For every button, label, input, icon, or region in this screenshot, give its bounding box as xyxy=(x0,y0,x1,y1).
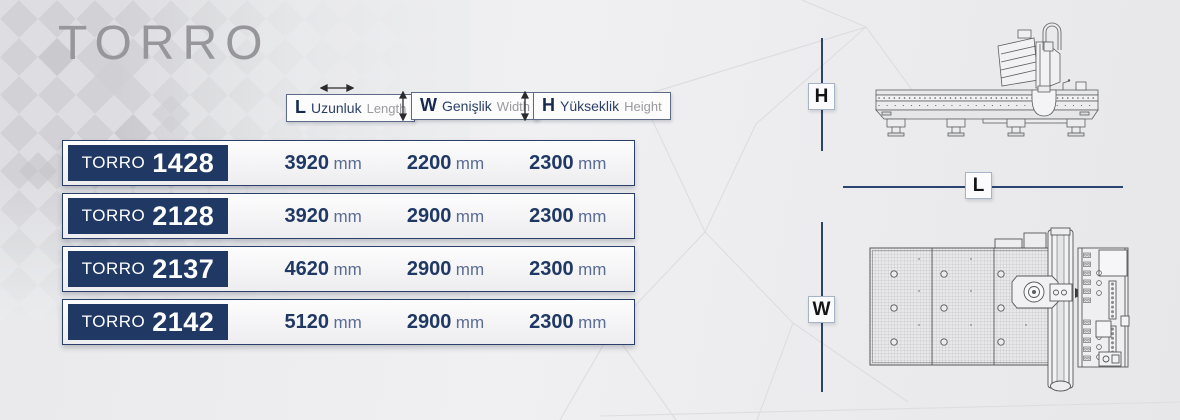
spec-table: TORRO 1428 3920 mm 2200 mm 2300 mm TORRO… xyxy=(62,140,635,345)
horizontal-resize-arrow-icon xyxy=(320,83,354,93)
width-dimension-label: W xyxy=(808,296,835,323)
legend-length: L Uzunluk Length xyxy=(286,94,416,122)
legend-width-tr: Genişlik xyxy=(442,98,492,114)
machine-top-view-drawing xyxy=(869,227,1130,392)
legend-height-tr: Yükseklik xyxy=(560,98,620,114)
width-value: 2900 mm xyxy=(406,310,485,333)
legend-width-letter: W xyxy=(420,95,437,115)
model-number: 2128 xyxy=(152,200,215,231)
legend-height: H Yükseklik Height xyxy=(533,92,671,120)
model-badge: TORRO 2128 xyxy=(68,198,228,234)
length-value: 4620 mm xyxy=(284,257,362,280)
model-brand: TORRO xyxy=(81,259,146,278)
model-number: 2137 xyxy=(152,253,215,284)
legend-length-en: Length xyxy=(366,101,407,116)
legend-width-en: Width xyxy=(496,99,531,114)
legend-length-tr: Uzunluk xyxy=(311,100,362,116)
machine-side-view-drawing xyxy=(875,22,1099,137)
height-value: 2300 mm xyxy=(529,310,607,333)
legend-width: W Genişlik Width xyxy=(411,92,540,120)
brand-logo: TORRO xyxy=(58,17,271,70)
legend-height-letter: H xyxy=(542,95,555,115)
table-row: TORRO 2128 3920 mm 2900 mm 2300 mm xyxy=(62,193,635,239)
height-dimension-label: H xyxy=(808,83,835,110)
height-value: 2300 mm xyxy=(529,204,607,227)
table-row: TORRO 1428 3920 mm 2200 mm 2300 mm xyxy=(62,140,635,186)
length-value: 3920 mm xyxy=(284,151,362,174)
width-value: 2200 mm xyxy=(406,151,485,174)
height-value: 2300 mm xyxy=(529,151,607,174)
length-value: 3920 mm xyxy=(284,204,362,227)
legend-length-letter: L xyxy=(295,97,306,117)
width-value: 2900 mm xyxy=(406,257,485,280)
length-value: 5120 mm xyxy=(284,310,362,333)
legend-height-en: Height xyxy=(624,99,662,114)
vertical-resize-arrow-icon xyxy=(520,91,530,121)
model-badge: TORRO 2142 xyxy=(68,304,228,340)
model-brand: TORRO xyxy=(81,206,146,225)
model-number: 1428 xyxy=(152,147,215,178)
model-brand: TORRO xyxy=(81,153,146,172)
length-dimension-label: L xyxy=(965,172,992,199)
model-badge: TORRO 2137 xyxy=(68,251,228,287)
model-number: 2142 xyxy=(152,306,215,337)
height-value: 2300 mm xyxy=(529,257,607,280)
width-value: 2900 mm xyxy=(406,204,485,227)
table-row: TORRO 2142 5120 mm 2900 mm 2300 mm xyxy=(62,299,635,345)
vertical-resize-arrow-icon xyxy=(398,91,408,121)
model-badge: TORRO 1428 xyxy=(68,145,228,181)
table-row: TORRO 2137 4620 mm 2900 mm 2300 mm xyxy=(62,246,635,292)
model-brand: TORRO xyxy=(81,312,146,331)
